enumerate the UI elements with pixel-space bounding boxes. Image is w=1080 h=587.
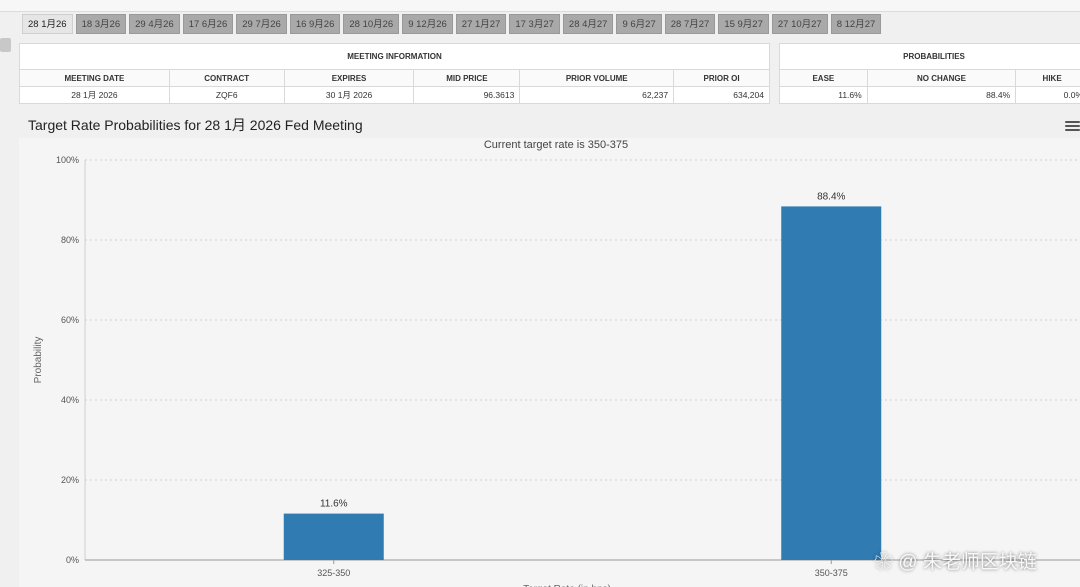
date-tab[interactable]: 18 3月26 bbox=[75, 14, 127, 34]
value-mid-price: 96.3613 bbox=[413, 86, 521, 104]
meeting-date-tabs: 28 1月26 18 3月26 29 4月26 17 6月26 29 7月26 16 9月… bbox=[22, 14, 882, 34]
header-contract: CONTRACT bbox=[168, 69, 285, 87]
watermark-text: 朱老师区块链 bbox=[922, 552, 1037, 573]
bar-325-350 bbox=[283, 513, 384, 560]
date-tab[interactable]: 9 12月26 bbox=[402, 14, 453, 34]
header-no-change: NO CHANGE bbox=[866, 69, 1017, 87]
date-tab[interactable]: 28 10月26 bbox=[343, 14, 400, 34]
chart-area bbox=[19, 138, 1080, 587]
date-tab[interactable]: 16 9月26 bbox=[289, 14, 341, 34]
value-meeting-date: 28 1月 2026 bbox=[19, 86, 170, 104]
bar-data-label: 88.4% bbox=[817, 191, 845, 202]
header-prior-oi: PRIOR OI bbox=[673, 69, 770, 87]
value-expires: 30 1月 2026 bbox=[283, 86, 415, 104]
y-tick-label: 40% bbox=[61, 395, 79, 405]
sidebar-handle[interactable] bbox=[0, 38, 11, 52]
date-tab[interactable]: 29 7月26 bbox=[236, 14, 287, 34]
meeting-information-title: MEETING INFORMATION bbox=[19, 43, 770, 70]
header-expires: EXPIRES bbox=[283, 69, 415, 87]
header-ease: EASE bbox=[779, 69, 868, 87]
value-prior-oi: 634,204 bbox=[673, 86, 770, 104]
chart-title: Target Rate Probabilities for 28 1月 2026… bbox=[28, 117, 363, 133]
probabilities-table: PROBABILITIES EASE NO CHANGE HIKE 11.6% … bbox=[779, 43, 1080, 104]
y-tick-label: 20% bbox=[61, 475, 79, 485]
top-strip bbox=[0, 0, 1080, 12]
date-tab[interactable]: 28 7月27 bbox=[664, 14, 716, 34]
y-tick-label: 0% bbox=[66, 555, 79, 565]
probability-chart: Current target rate is 350-375 0% 20% 40% 60… bbox=[33, 139, 1080, 587]
date-tab[interactable]: 17 3月27 bbox=[509, 14, 560, 34]
watermark: ❀ @ 朱老师区块链 bbox=[874, 552, 1037, 573]
header-mid-price: MID PRICE bbox=[413, 69, 521, 87]
value-no-change: 88.4% bbox=[866, 86, 1017, 104]
date-tab[interactable]: 28 4月27 bbox=[562, 14, 614, 34]
date-tab[interactable]: 9 6月27 bbox=[616, 14, 662, 34]
header-prior-volume: PRIOR VOLUME bbox=[519, 69, 675, 87]
value-ease: 11.6% bbox=[779, 86, 868, 104]
meeting-information-table: MEETING INFORMATION MEETING DATE CONTRAC… bbox=[19, 43, 770, 104]
x-tick-label: 350-375 bbox=[815, 568, 848, 578]
y-tick-label: 60% bbox=[61, 315, 79, 325]
date-tab[interactable]: 27 10月27 bbox=[771, 14, 828, 34]
chart-subtitle: Current target rate is 350-375 bbox=[484, 139, 628, 151]
date-tab[interactable]: 29 4月26 bbox=[129, 14, 180, 34]
value-hike: 0.0% bbox=[1015, 86, 1080, 104]
date-tab[interactable]: 8 12月27 bbox=[830, 14, 882, 34]
header-hike: HIKE bbox=[1015, 69, 1080, 87]
bar-350-375 bbox=[781, 206, 882, 560]
probabilities-title: PROBABILITIES bbox=[779, 43, 1080, 70]
value-contract: ZQF6 bbox=[168, 86, 285, 104]
chart-menu-icon[interactable] bbox=[1065, 121, 1080, 133]
x-axis-title: Target Rate (in bps) bbox=[523, 584, 611, 587]
date-tab[interactable]: 27 1月27 bbox=[455, 14, 507, 34]
y-tick-label: 100% bbox=[56, 155, 79, 165]
value-prior-volume: 62,237 bbox=[519, 86, 675, 104]
date-tab[interactable]: 15 9月27 bbox=[718, 14, 769, 34]
bar-data-label: 11.6% bbox=[320, 499, 348, 510]
x-tick-label: 325-350 bbox=[317, 568, 350, 578]
date-tab[interactable]: 17 6月26 bbox=[182, 14, 234, 34]
header-meeting-date: MEETING DATE bbox=[19, 69, 170, 87]
date-tab[interactable]: 28 1月26 bbox=[22, 14, 73, 34]
y-tick-label: 80% bbox=[61, 235, 79, 245]
y-axis-title: Probability bbox=[33, 337, 44, 384]
